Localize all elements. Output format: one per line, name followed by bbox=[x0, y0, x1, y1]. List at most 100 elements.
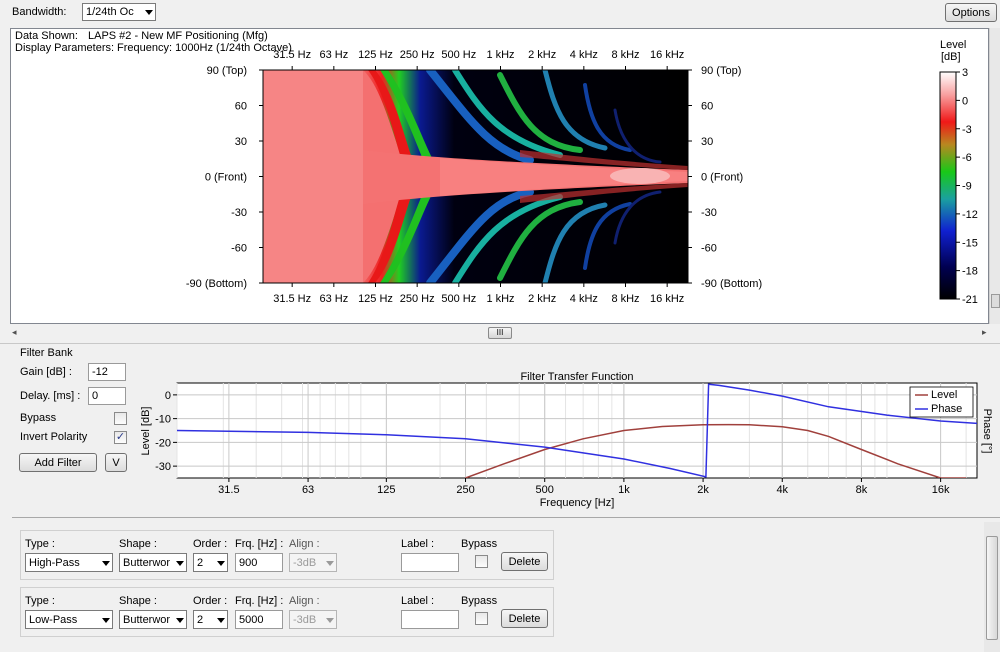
polar-vscrollbar[interactable] bbox=[989, 28, 1000, 324]
filter-type-label: Type : bbox=[25, 595, 55, 607]
filter-align-value: -3dB bbox=[293, 613, 317, 626]
filter-order-value: 2 bbox=[197, 613, 204, 626]
filter-row: Type : Low-Pass Shape : Butterwor Order : 2 Fr… bbox=[20, 587, 554, 637]
freq-tick-label: 8 kHz bbox=[611, 49, 639, 61]
filter-bypass-label: Bypass bbox=[461, 595, 498, 607]
filters-vscrollbar[interactable] bbox=[984, 522, 1000, 652]
data-shown-value: LAPS #2 - New MF Positioning (Mfg) bbox=[88, 30, 268, 42]
chevron-down-icon bbox=[217, 617, 225, 623]
freq-tick-label: 31.5 Hz bbox=[273, 49, 311, 61]
angle-tick-label: 30 bbox=[701, 136, 713, 148]
freq-ticks-top: 31.5 Hz 63 Hz 125 Hz 250 Hz 500 Hz 1 kHz 2 kHz… bbox=[273, 49, 684, 70]
x-tick-label: 250 bbox=[456, 484, 474, 496]
bandwidth-select-value: 1/24th Oc bbox=[86, 6, 134, 18]
polar-vscroll-thumb[interactable] bbox=[991, 294, 1000, 308]
series-line-level bbox=[465, 423, 967, 478]
filter-align-select[interactable]: -3dB bbox=[289, 553, 337, 572]
x-tick-label: 4k bbox=[776, 484, 788, 496]
legend-level-label: Level bbox=[931, 389, 957, 401]
colorbar-title: Level bbox=[940, 39, 966, 51]
delay-input[interactable] bbox=[88, 387, 126, 405]
filter-order-select[interactable]: 2 bbox=[193, 610, 228, 629]
filter-align-value: -3dB bbox=[293, 556, 317, 569]
data-shown-label: Data Shown: bbox=[15, 30, 78, 42]
chart-title: Filter Transfer Function bbox=[520, 371, 633, 383]
chevron-down-icon bbox=[217, 560, 225, 566]
chart-series bbox=[177, 383, 977, 478]
angle-tick-label: -60 bbox=[701, 243, 717, 255]
y-tick-label: -30 bbox=[155, 461, 171, 473]
angle-tick-label: 90 (Top) bbox=[207, 65, 247, 77]
scroll-left-icon[interactable]: ◂ bbox=[12, 327, 17, 337]
filter-align-select[interactable]: -3dB bbox=[289, 610, 337, 629]
gain-input[interactable] bbox=[88, 363, 126, 381]
filter-order-value: 2 bbox=[197, 556, 204, 569]
filter-menu-button[interactable]: V bbox=[105, 453, 127, 472]
plot-area bbox=[176, 382, 978, 479]
filter-type-select[interactable]: Low-Pass bbox=[25, 610, 113, 629]
freq-tick-label: 500 Hz bbox=[441, 49, 476, 61]
filter-bypass-checkbox[interactable] bbox=[475, 555, 488, 568]
freq-tick-label: 16 kHz bbox=[650, 293, 684, 305]
x-tick-label: 8k bbox=[856, 484, 868, 496]
freq-tick-label: 16 kHz bbox=[650, 49, 684, 61]
filter-type-select[interactable]: High-Pass bbox=[25, 553, 113, 572]
filter-bypass-checkbox[interactable] bbox=[475, 612, 488, 625]
filter-name-input[interactable] bbox=[401, 610, 459, 629]
filter-shape-select[interactable]: Butterwor bbox=[119, 553, 187, 572]
invert-polarity-checkbox[interactable]: ✓ bbox=[114, 431, 127, 444]
polar-hscrollbar[interactable]: ◂ III ▸ bbox=[10, 326, 990, 340]
filter-freq-input[interactable] bbox=[235, 553, 283, 572]
filter-shape-value: Butterwor bbox=[123, 556, 171, 569]
y-tick-label: -10 bbox=[155, 414, 171, 426]
splitter[interactable] bbox=[0, 343, 1000, 344]
freq-tick-label: 2 kHz bbox=[528, 49, 556, 61]
angle-tick-label: -90 (Bottom) bbox=[186, 278, 247, 290]
chevron-down-icon bbox=[326, 617, 334, 623]
filter-order-label: Order : bbox=[193, 538, 228, 550]
colorbar-tick-label: -15 bbox=[962, 237, 978, 249]
filter-shape-select[interactable]: Butterwor bbox=[119, 610, 187, 629]
chevron-down-icon bbox=[176, 617, 184, 623]
filter-type-value: High-Pass bbox=[29, 556, 80, 569]
bandwidth-label: Bandwidth: bbox=[12, 6, 67, 18]
colorbar bbox=[939, 71, 957, 300]
freq-tick-label: 125 Hz bbox=[358, 293, 393, 305]
chart-y-ticks: 0 -10 -20 -30 bbox=[155, 390, 177, 473]
bypass-checkbox[interactable] bbox=[114, 412, 127, 425]
filter-delete-button[interactable]: Delete bbox=[501, 609, 548, 628]
display-params-value: Frequency: 1000Hz (1/24th Octave) bbox=[117, 42, 292, 54]
hscroll-thumb[interactable]: III bbox=[488, 327, 512, 339]
x-tick-label: 1k bbox=[618, 484, 630, 496]
options-button[interactable]: Options bbox=[945, 3, 997, 22]
filter-freq-input[interactable] bbox=[235, 610, 283, 629]
add-filter-button[interactable]: Add Filter bbox=[19, 453, 97, 472]
filter-name-input[interactable] bbox=[401, 553, 459, 572]
colorbar-tick-label: -18 bbox=[962, 266, 978, 278]
colorbar-tick-label: -3 bbox=[962, 124, 972, 136]
freq-tick-label: 250 Hz bbox=[400, 49, 435, 61]
chevron-down-icon bbox=[102, 560, 110, 566]
x-tick-label: 16k bbox=[932, 484, 950, 496]
chart-x-ticks: 31.5 63 125 250 500 1k 2k 4k 8k 16k bbox=[218, 478, 950, 496]
freq-tick-label: 31.5 Hz bbox=[273, 293, 311, 305]
chart-xlabel: Frequency [Hz] bbox=[540, 497, 615, 509]
legend-phase-label: Phase bbox=[931, 403, 962, 415]
scroll-right-icon[interactable]: ▸ bbox=[982, 327, 987, 337]
chevron-down-icon bbox=[145, 10, 153, 15]
filter-align-label: Align : bbox=[289, 595, 320, 607]
filter-delete-button[interactable]: Delete bbox=[501, 552, 548, 571]
y-tick-label: -20 bbox=[155, 437, 171, 449]
bandwidth-select[interactable]: 1/24th Oc bbox=[82, 3, 156, 21]
filter-transfer-chart: Filter Transfer Function 31.5 63 125 250 500… bbox=[140, 371, 993, 509]
angle-tick-label: 30 bbox=[235, 136, 247, 148]
freq-tick-label: 8 kHz bbox=[611, 293, 639, 305]
section-divider bbox=[12, 517, 1000, 518]
filters-vscroll-thumb[interactable] bbox=[986, 536, 998, 640]
colorbar-tick-label: 3 bbox=[962, 67, 968, 79]
bypass-label: Bypass bbox=[20, 412, 57, 424]
y-tick-label: 0 bbox=[165, 390, 171, 402]
filter-bank-title: Filter Bank bbox=[20, 347, 73, 359]
filter-order-select[interactable]: 2 bbox=[193, 553, 228, 572]
heatmap bbox=[263, 70, 688, 283]
